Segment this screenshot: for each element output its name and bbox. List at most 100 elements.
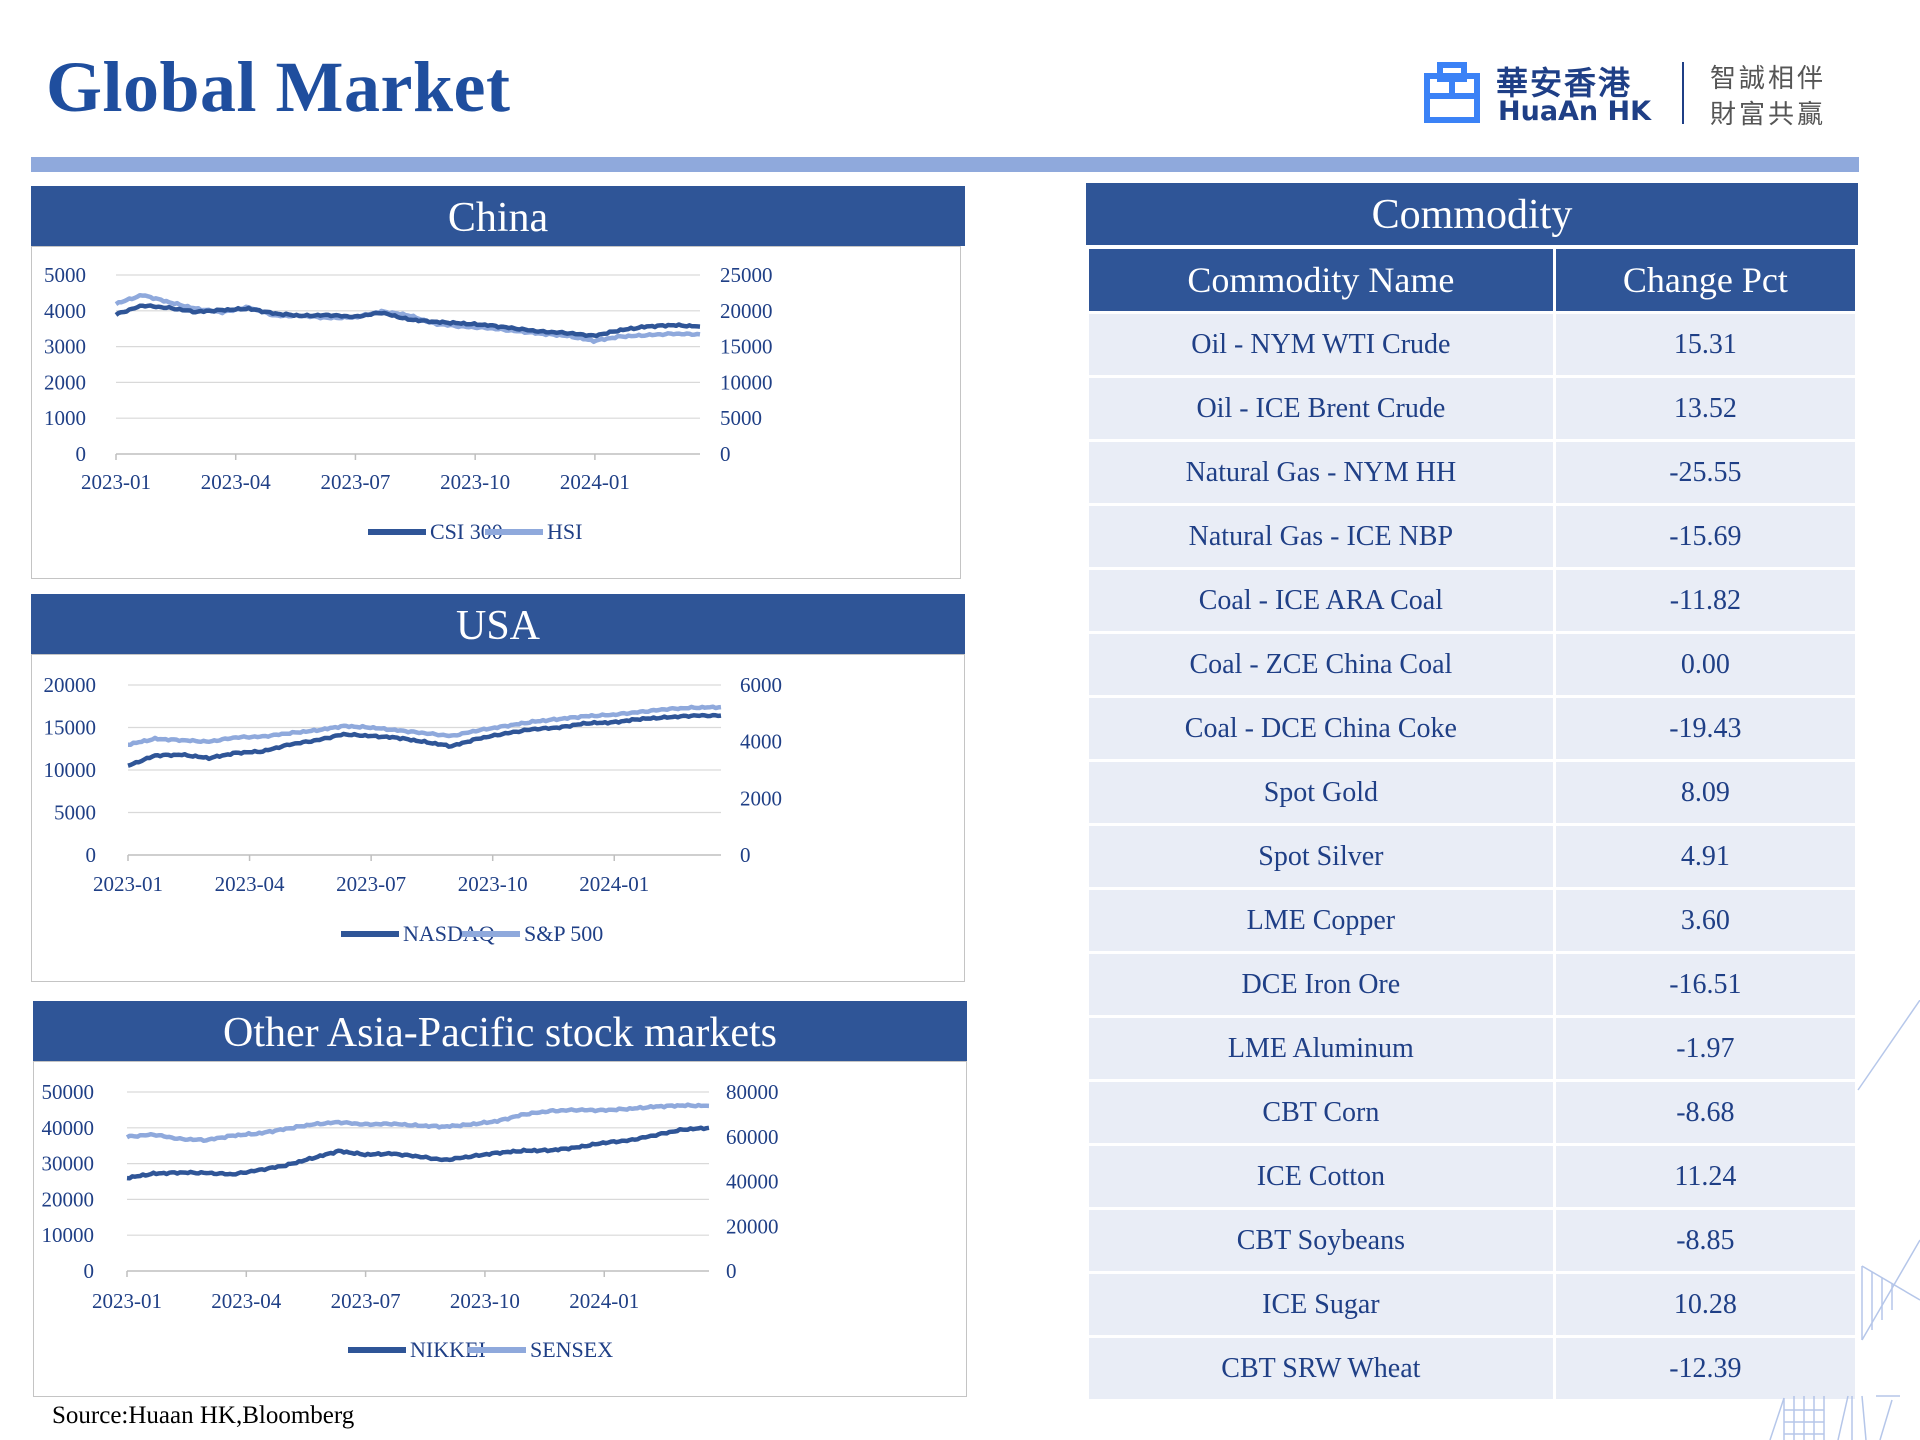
x-axis-tick-label: 2024-01 (569, 1289, 639, 1313)
china-line-chart: 0 1000 2000 3000 4000 5000 0 5000 10000 15000 2000… (44, 263, 773, 544)
logo-english-name: HuaAn HK (1498, 96, 1652, 127)
right-axis-tick-label: 2000 (740, 786, 782, 810)
commodity-title: Commodity (1086, 183, 1858, 245)
left-axis-tick-label: 1000 (44, 406, 86, 430)
x-axis-tick-label: 2023-04 (211, 1289, 281, 1313)
left-axis-tick-label: 20000 (44, 673, 97, 697)
usa-chart-panel: 0 5000 10000 15000 20000 0 2000 4000 6000 2023-01… (31, 654, 965, 982)
logo-slogan-line2: 財富共贏 (1710, 100, 1827, 130)
commodity-name-cell: LME Copper (1089, 890, 1553, 951)
right-axis-tick-label: 0 (740, 843, 751, 867)
commodity-row: CBT Soybeans -8.85 (1089, 1210, 1855, 1271)
commodity-row: ICE Cotton 11.24 (1089, 1146, 1855, 1207)
commodity-name-cell: LME Aluminum (1089, 1018, 1553, 1079)
right-axis-tick-label: 15000 (720, 335, 773, 359)
legend-label: HSI (547, 519, 582, 544)
right-axis-tick-label: 0 (726, 1259, 737, 1283)
change-pct-cell: 0.00 (1555, 634, 1855, 695)
left-axis-tick-label: 4000 (44, 299, 86, 323)
change-pct-cell: -19.43 (1555, 698, 1855, 759)
x-axis-tick-label: 2023-07 (336, 872, 406, 896)
decorative-building-graphic (1769, 1000, 1920, 1440)
commodity-name-cell: Spot Silver (1089, 826, 1553, 887)
x-axis-tick-label: 2024-01 (560, 470, 630, 494)
commodity-row: Oil - ICE Brent Crude 13.52 (1089, 378, 1855, 439)
commodity-row: Oil - NYM WTI Crude 15.31 (1089, 314, 1855, 375)
commodity-name-cell: Oil - NYM WTI Crude (1089, 314, 1553, 375)
page-title: Global Market (46, 47, 511, 127)
change-pct-cell: -1.97 (1555, 1018, 1855, 1079)
x-axis-tick-label: 2023-01 (81, 470, 151, 494)
right-axis-tick-label: 5000 (720, 406, 762, 430)
right-axis-tick-label: 25000 (720, 263, 773, 287)
change-pct-cell: -15.69 (1555, 506, 1855, 567)
commodity-row: ICE Sugar 10.28 (1089, 1274, 1855, 1335)
commodity-name-cell: DCE Iron Ore (1089, 954, 1553, 1015)
company-logo: 華安香港 HuaAn HK 智誠相伴 財富共贏 (1424, 56, 1844, 132)
series-line-csi-300 (114, 303, 701, 339)
series-line-nikkei (126, 1125, 710, 1181)
commodity-row: LME Copper 3.60 (1089, 890, 1855, 951)
logo-chinese-name: 華安香港 (1496, 64, 1633, 102)
commodity-row: CBT Corn -8.68 (1089, 1082, 1855, 1143)
header-rule (31, 157, 1859, 172)
asia-chart-panel: 0 10000 20000 30000 40000 50000 0 20000 40000 600… (33, 1061, 967, 1397)
left-axis-tick-label: 50000 (42, 1080, 95, 1104)
left-axis-tick-label: 0 (76, 442, 87, 466)
logo-divider (1682, 62, 1684, 124)
right-axis-tick-label: 4000 (740, 730, 782, 754)
change-pct-cell: 13.52 (1555, 378, 1855, 439)
commodity-row: Coal - DCE China Coke -19.43 (1089, 698, 1855, 759)
commodity-name-cell: Coal - ICE ARA Coal (1089, 570, 1553, 631)
x-axis-tick-label: 2023-01 (92, 1289, 162, 1313)
logo-slogan-line1: 智誠相伴 (1710, 64, 1827, 94)
china-chart-panel: 0 1000 2000 3000 4000 5000 0 5000 10000 15000 2000… (31, 246, 961, 579)
commodity-row: Coal - ICE ARA Coal -11.82 (1089, 570, 1855, 631)
usa-line-chart: 0 5000 10000 15000 20000 0 2000 4000 6000 2023-01… (44, 673, 783, 946)
usa-panel-title: USA (31, 594, 965, 654)
commodity-table: Commodity Name Change Pct Oil - NYM WTI … (1086, 246, 1858, 1402)
change-pct-cell: 8.09 (1555, 762, 1855, 823)
change-pct-cell: 11.24 (1555, 1146, 1855, 1207)
change-pct-cell: -25.55 (1555, 442, 1855, 503)
commodity-row: DCE Iron Ore -16.51 (1089, 954, 1855, 1015)
commodity-name-cell: Coal - ZCE China Coal (1089, 634, 1553, 695)
left-axis-tick-label: 0 (86, 843, 97, 867)
x-axis-tick-label: 2023-07 (331, 1289, 401, 1313)
change-pct-cell: -16.51 (1555, 954, 1855, 1015)
commodity-header-row: Commodity Name Change Pct (1089, 249, 1855, 311)
commodity-name-cell: Spot Gold (1089, 762, 1553, 823)
commodity-row: CBT SRW Wheat -12.39 (1089, 1338, 1855, 1399)
change-pct-cell: 3.60 (1555, 890, 1855, 951)
source-note: Source:Huaan HK,Bloomberg (52, 1402, 355, 1429)
commodity-name-cell: Natural Gas - ICE NBP (1089, 506, 1553, 567)
commodity-row: Spot Silver 4.91 (1089, 826, 1855, 887)
commodity-row: Spot Gold 8.09 (1089, 762, 1855, 823)
change-pct-cell: 15.31 (1555, 314, 1855, 375)
left-axis-tick-label: 10000 (44, 758, 97, 782)
commodity-row: LME Aluminum -1.97 (1089, 1018, 1855, 1079)
right-axis-tick-label: 80000 (726, 1080, 779, 1104)
legend-label: SENSEX (530, 1337, 613, 1362)
change-pct-cell: 10.28 (1555, 1274, 1855, 1335)
commodity-name-cell: CBT Corn (1089, 1082, 1553, 1143)
x-axis-tick-label: 2024-01 (579, 872, 649, 896)
series-line-nasdaq (127, 712, 722, 768)
commodity-name-cell: CBT SRW Wheat (1089, 1338, 1553, 1399)
change-pct-cell: -8.68 (1555, 1082, 1855, 1143)
commodity-name-cell: ICE Cotton (1089, 1146, 1553, 1207)
left-axis-tick-label: 5000 (54, 801, 96, 825)
right-axis-tick-label: 20000 (720, 299, 773, 323)
left-axis-tick-label: 5000 (44, 263, 86, 287)
left-axis-tick-label: 0 (84, 1259, 95, 1283)
right-axis-tick-label: 10000 (720, 370, 773, 394)
asia-panel-title: Other Asia-Pacific stock markets (33, 1001, 967, 1061)
x-axis-tick-label: 2023-10 (440, 470, 510, 494)
x-axis-tick-label: 2023-07 (320, 470, 390, 494)
legend-label: S&P 500 (524, 921, 603, 946)
change-pct-cell: -8.85 (1555, 1210, 1855, 1271)
series-line-s-p-500 (128, 704, 722, 747)
commodity-row: Natural Gas - ICE NBP -15.69 (1089, 506, 1855, 567)
left-axis-tick-label: 30000 (42, 1152, 95, 1176)
china-panel-title: China (31, 186, 965, 246)
